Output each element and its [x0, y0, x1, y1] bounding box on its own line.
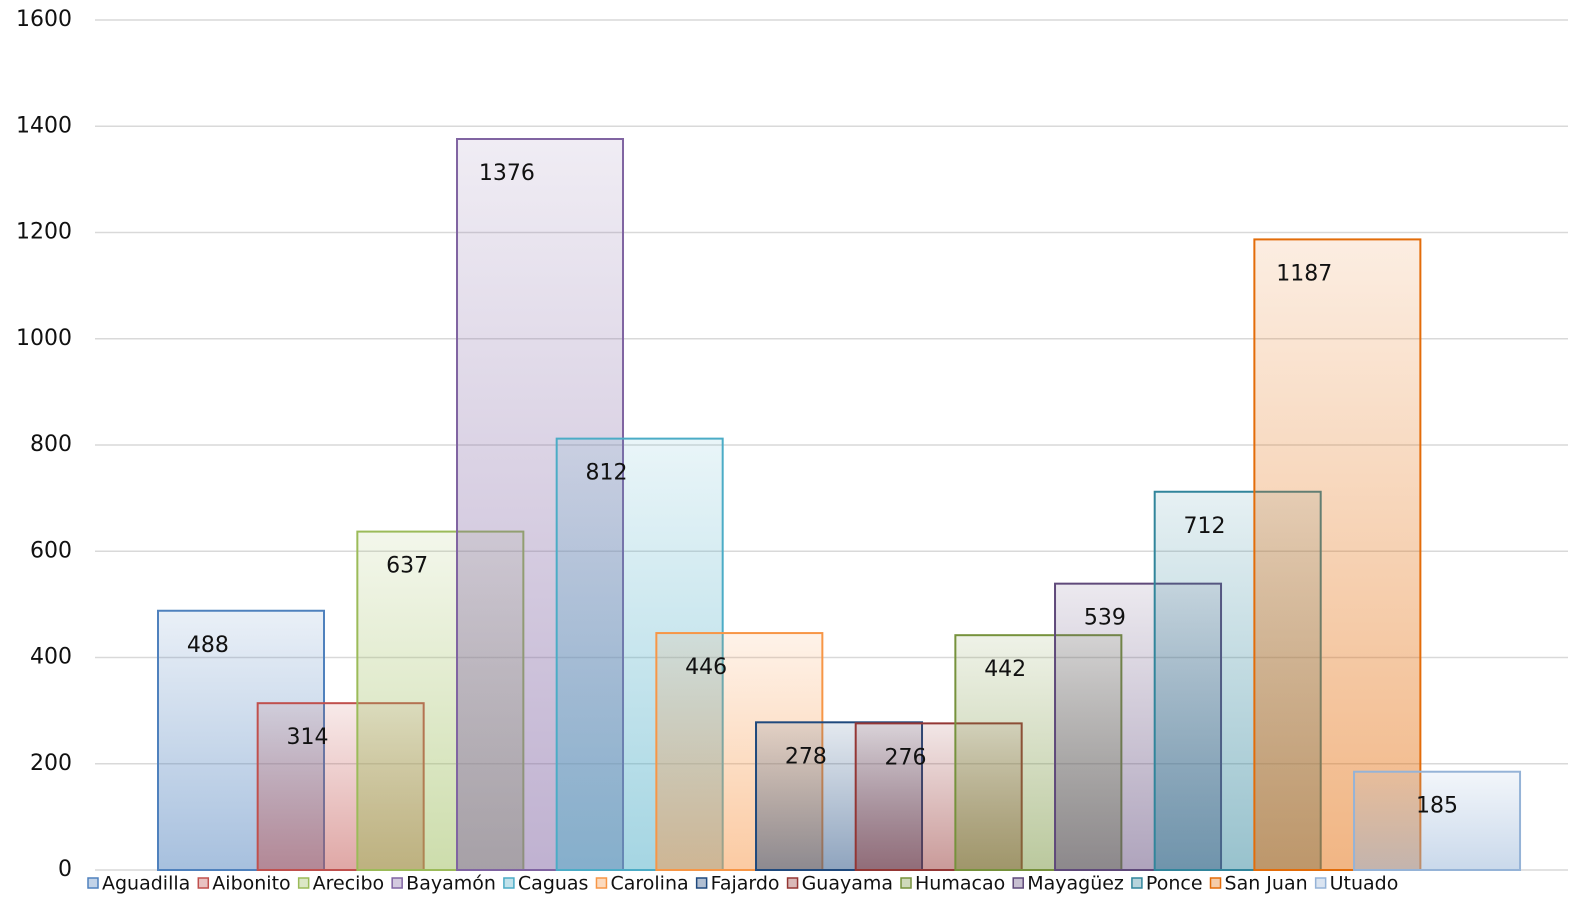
value-label: 539 — [1084, 606, 1126, 631]
y-tick-label: 1600 — [16, 7, 72, 32]
legend-swatch — [697, 878, 707, 888]
legend-swatch — [198, 878, 208, 888]
legend-swatch — [788, 878, 798, 888]
legend-label: Caguas — [518, 873, 589, 895]
legend-label: Aguadilla — [102, 873, 190, 895]
value-label: 812 — [586, 461, 628, 486]
chart: 0 200 400 600 800 1000 1200 1400 1600 488 314 637 13… — [0, 0, 1594, 911]
legend-label: Aibonito — [212, 873, 290, 895]
legend-label: Utuado — [1330, 873, 1399, 895]
y-tick-label: 1200 — [16, 220, 72, 245]
y-tick-label: 200 — [30, 751, 72, 776]
legend-swatch — [596, 878, 606, 888]
value-label: 442 — [984, 657, 1026, 682]
legend-label: Carolina — [610, 873, 688, 895]
bar — [1354, 772, 1520, 870]
legend-swatch — [1211, 878, 1221, 888]
legend-label: Humacao — [915, 873, 1005, 895]
legend-swatch — [299, 878, 309, 888]
y-tick-label: 600 — [30, 538, 72, 563]
value-label: 1187 — [1276, 261, 1332, 286]
legend-swatch — [901, 878, 911, 888]
y-tick-label: 0 — [58, 857, 72, 882]
value-label: 446 — [685, 655, 727, 680]
legend-label: Mayagüez — [1027, 873, 1124, 895]
y-tick-label: 800 — [30, 432, 72, 457]
legend-swatch — [392, 878, 402, 888]
legend-label: San Juan — [1225, 873, 1308, 895]
value-label: 314 — [287, 725, 329, 750]
legend-swatch — [88, 878, 98, 888]
legend-label: Ponce — [1146, 873, 1203, 895]
value-label: 278 — [785, 744, 827, 769]
y-tick-label: 400 — [30, 645, 72, 670]
y-tick-label: 1000 — [16, 326, 72, 351]
y-tick-label: 1400 — [16, 113, 72, 138]
value-label: 276 — [885, 745, 927, 770]
legend-label: Fajardo — [711, 873, 780, 895]
legend-swatch — [1132, 878, 1142, 888]
value-label: 185 — [1416, 794, 1458, 819]
legend-label: Guayama — [802, 873, 893, 895]
value-label: 637 — [386, 554, 428, 579]
legend-swatch — [1013, 878, 1023, 888]
legend-swatch — [1316, 878, 1326, 888]
legend-label: Bayamón — [406, 873, 496, 895]
value-label: 1376 — [479, 161, 535, 186]
legend-label: Arecibo — [313, 873, 385, 895]
value-label: 488 — [187, 633, 229, 658]
legend-swatch — [504, 878, 514, 888]
value-label: 712 — [1184, 514, 1226, 539]
